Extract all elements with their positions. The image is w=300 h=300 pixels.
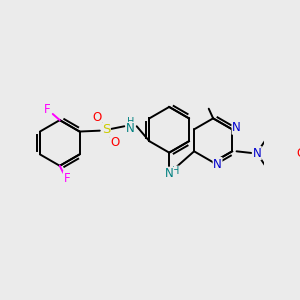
Text: O: O xyxy=(92,111,102,124)
Text: F: F xyxy=(64,172,70,184)
Text: N: N xyxy=(126,122,135,135)
Text: N: N xyxy=(213,158,222,171)
Text: O: O xyxy=(110,136,119,148)
Text: S: S xyxy=(102,123,110,136)
Text: N: N xyxy=(252,147,261,160)
Text: H: H xyxy=(127,117,134,127)
Text: N: N xyxy=(232,121,241,134)
Text: H: H xyxy=(172,166,179,176)
Text: F: F xyxy=(44,103,51,116)
Text: N: N xyxy=(165,167,174,180)
Text: O: O xyxy=(296,147,300,160)
